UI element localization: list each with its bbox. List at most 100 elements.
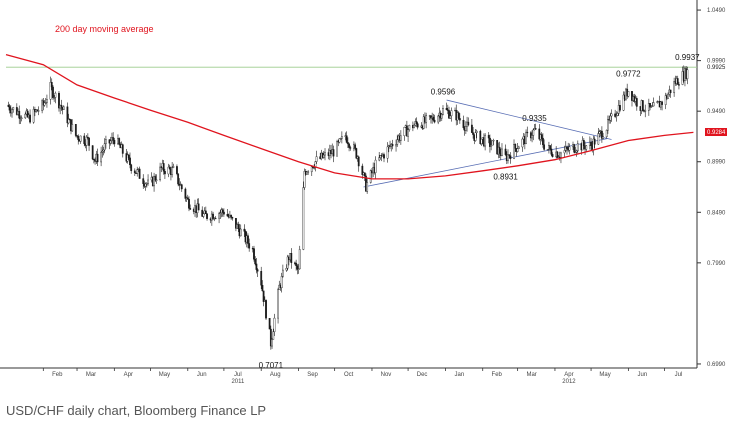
candle-body xyxy=(339,138,342,140)
candle-body xyxy=(489,137,491,147)
candle-body xyxy=(7,104,10,107)
candle-body xyxy=(622,94,625,111)
x-tick-label: Jun xyxy=(197,372,207,378)
candle-body xyxy=(408,125,411,130)
candle-body xyxy=(52,86,54,98)
candle-body xyxy=(507,154,509,161)
candle-body xyxy=(129,157,131,166)
candle-body xyxy=(540,134,543,139)
x-tick-label: Jan xyxy=(455,372,465,378)
candle-body xyxy=(239,228,242,237)
candle-body xyxy=(549,145,552,150)
candle-body xyxy=(574,151,577,154)
y-tick-label: 0.9490 xyxy=(707,109,726,115)
candle-body xyxy=(391,143,394,147)
candle-body xyxy=(24,113,27,119)
candle-body xyxy=(206,213,208,219)
candle-body xyxy=(501,148,503,156)
candle-body xyxy=(450,110,453,117)
candle-body xyxy=(526,131,529,134)
price-annotation: 0.9335 xyxy=(522,114,547,123)
candle-body xyxy=(255,263,258,270)
candle-body xyxy=(433,119,436,123)
candle-body xyxy=(105,139,107,144)
x-tick-label: Mar xyxy=(526,372,536,378)
candle-body xyxy=(12,107,15,110)
candle-body xyxy=(649,103,651,108)
candle-body xyxy=(85,136,88,146)
candle-body xyxy=(315,156,318,162)
trendline xyxy=(446,99,612,140)
candle-body xyxy=(248,243,251,249)
candle-body xyxy=(280,276,283,289)
candle-body xyxy=(407,129,409,137)
ma-value-tag xyxy=(705,128,727,137)
x-tick-label: Apr xyxy=(124,372,133,378)
candle-body xyxy=(355,148,358,159)
candle-body xyxy=(338,138,341,143)
candle-body xyxy=(306,171,308,175)
candle-body xyxy=(295,262,298,266)
candle-body xyxy=(563,150,566,154)
candle-body xyxy=(336,141,338,157)
candle-body xyxy=(253,248,255,260)
candle-body xyxy=(525,131,527,145)
candle-body xyxy=(669,89,672,94)
candle-body xyxy=(566,146,568,149)
candle-body xyxy=(254,259,257,265)
candle-body xyxy=(686,69,689,79)
candle-body xyxy=(490,144,493,147)
candle-body xyxy=(664,95,667,105)
candle-body xyxy=(470,124,473,133)
candle-body xyxy=(345,135,348,143)
x-tick-label: May xyxy=(159,372,170,378)
candle-body xyxy=(492,140,495,142)
candle-body xyxy=(458,118,461,121)
x-tick-label: Jun xyxy=(638,372,648,378)
candle-body xyxy=(361,165,364,175)
x-tick-label: Oct xyxy=(344,372,354,378)
candle-body xyxy=(573,144,576,153)
y-tick-label: 0.7990 xyxy=(707,261,726,267)
ma-value-label: 0.9284 xyxy=(707,130,726,136)
candle-body xyxy=(201,209,204,217)
y-tick-label: 0.8990 xyxy=(707,160,726,166)
candle-body xyxy=(83,135,86,144)
candle-body xyxy=(576,143,579,152)
candle-body xyxy=(167,166,170,175)
candle-body xyxy=(62,106,65,110)
candle-body xyxy=(77,135,80,140)
candle-body xyxy=(314,161,317,168)
price-annotation: 0.9596 xyxy=(431,87,456,96)
candle-body xyxy=(432,116,435,121)
x-tick-label: Nov xyxy=(381,372,392,378)
candle-body xyxy=(60,104,63,108)
year-label: 2011 xyxy=(231,379,245,385)
candle-body xyxy=(484,135,487,147)
candle-body xyxy=(285,268,288,271)
candle-body xyxy=(534,128,537,130)
candle-body xyxy=(310,166,313,173)
x-tick-label: Jul xyxy=(234,372,242,378)
candle-body xyxy=(273,317,276,332)
candle-body xyxy=(112,137,115,141)
candle-body xyxy=(614,113,617,117)
candle-body xyxy=(188,199,190,209)
y-tick-label: 0.9990 xyxy=(707,59,726,65)
candle-body xyxy=(550,148,553,155)
candle-body xyxy=(54,92,57,98)
candle-body xyxy=(155,179,158,181)
candle-body xyxy=(598,131,601,134)
candle-body xyxy=(262,290,265,302)
candle-body xyxy=(509,155,512,159)
candle-body xyxy=(92,158,95,161)
candle-body xyxy=(462,119,465,128)
candle-body xyxy=(113,139,116,145)
candle-body xyxy=(366,182,369,192)
candle-body xyxy=(378,157,381,161)
candle-body xyxy=(298,249,301,270)
candle-body xyxy=(133,170,136,174)
candle-body xyxy=(118,138,121,145)
candle-body xyxy=(212,213,214,220)
candle-body xyxy=(302,187,305,250)
